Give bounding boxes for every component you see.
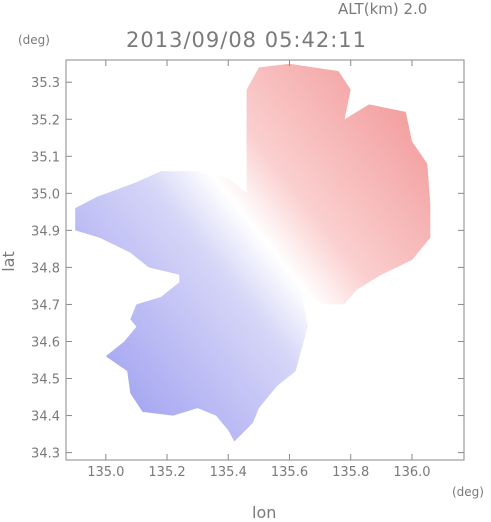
x-tick-label: 136.0 [393,465,430,480]
timestamp-title: 2013/09/08 05:42:11 [126,28,368,52]
y-axis-unit: (deg) [18,33,50,47]
x-tick-label: 135.2 [148,465,185,480]
y-tick-label: 34.5 [31,373,60,388]
y-tick-label: 35.1 [31,150,60,165]
y-tick-label: 35.0 [31,187,60,202]
y-tick-label: 34.9 [31,224,60,239]
axis-ticks: 135.0 135.2 135.4 135.6 135.8 136.0 34.3 34.4 34… [31,60,464,480]
plot-frame [65,59,465,461]
y-tick-label: 34.8 [31,261,60,276]
y-tick-label: 35.2 [31,113,60,128]
y-tick-label: 34.7 [31,298,60,313]
region-positive-northeast [246,63,431,305]
x-axis-label: lon [252,503,277,522]
region-negative-west [75,171,308,442]
altitude-label: ALT(km) 2.0 [338,0,428,18]
data-regions [75,63,431,442]
x-tick-label: 135.8 [332,465,369,480]
x-tick-label: 135.6 [271,465,308,480]
y-tick-label: 34.4 [31,410,60,425]
y-tick-label: 35.3 [31,76,60,91]
y-tick-label: 34.3 [31,447,60,462]
y-tick-label: 34.6 [31,335,60,350]
x-tick-label: 135.4 [210,465,247,480]
x-tick-label: 135.0 [87,465,124,480]
x-axis-unit: (deg) [452,485,484,499]
